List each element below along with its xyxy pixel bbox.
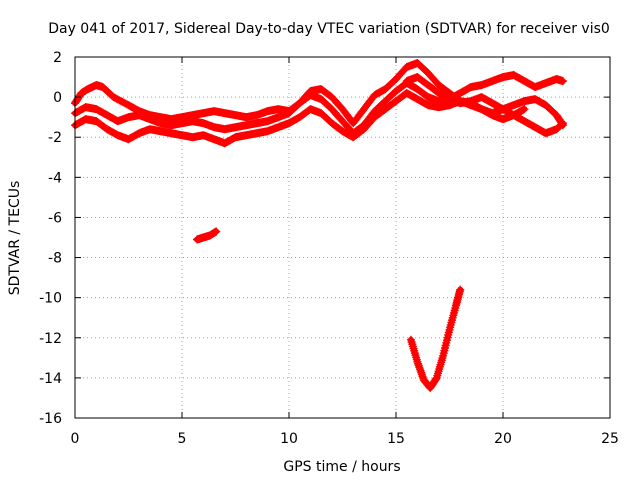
- x-tick-label: 15: [387, 431, 405, 447]
- x-tick-label: 25: [601, 431, 619, 447]
- chart-title: Day 041 of 2017, Sidereal Day-to-day VTE…: [48, 21, 610, 37]
- x-tick-label: 10: [280, 431, 298, 447]
- data-point: [520, 105, 529, 114]
- y-tick-label: 2: [53, 50, 62, 66]
- y-tick-label: 0: [53, 90, 62, 106]
- data-point: [212, 227, 221, 236]
- series-track-2: [71, 71, 567, 138]
- y-tick-label: -4: [48, 170, 62, 186]
- data-point: [558, 77, 567, 86]
- data-layer: [71, 59, 567, 392]
- x-tick-label: 20: [494, 431, 512, 447]
- series-track-4: [402, 73, 567, 138]
- y-tick-label: -12: [39, 331, 62, 347]
- y-tick-label: -14: [39, 371, 62, 387]
- y-tick-label: -8: [48, 251, 62, 267]
- data-point: [558, 119, 567, 128]
- series-track-6: [406, 285, 465, 392]
- series-track-5: [192, 227, 221, 244]
- y-axis-label: SDTVAR / TECUs: [7, 181, 23, 296]
- x-tick-label: 0: [71, 431, 80, 447]
- y-tick-label: -16: [39, 411, 62, 427]
- y-tick-label: -6: [48, 210, 62, 226]
- plot-frame: [74, 56, 611, 419]
- y-tick-label: -2: [48, 130, 62, 146]
- data-point: [456, 285, 465, 294]
- x-axis-label: GPS time / hours: [283, 459, 400, 475]
- y-tick-label: -10: [39, 291, 62, 307]
- x-tick-label: 5: [178, 431, 187, 447]
- series-track-3: [71, 89, 529, 148]
